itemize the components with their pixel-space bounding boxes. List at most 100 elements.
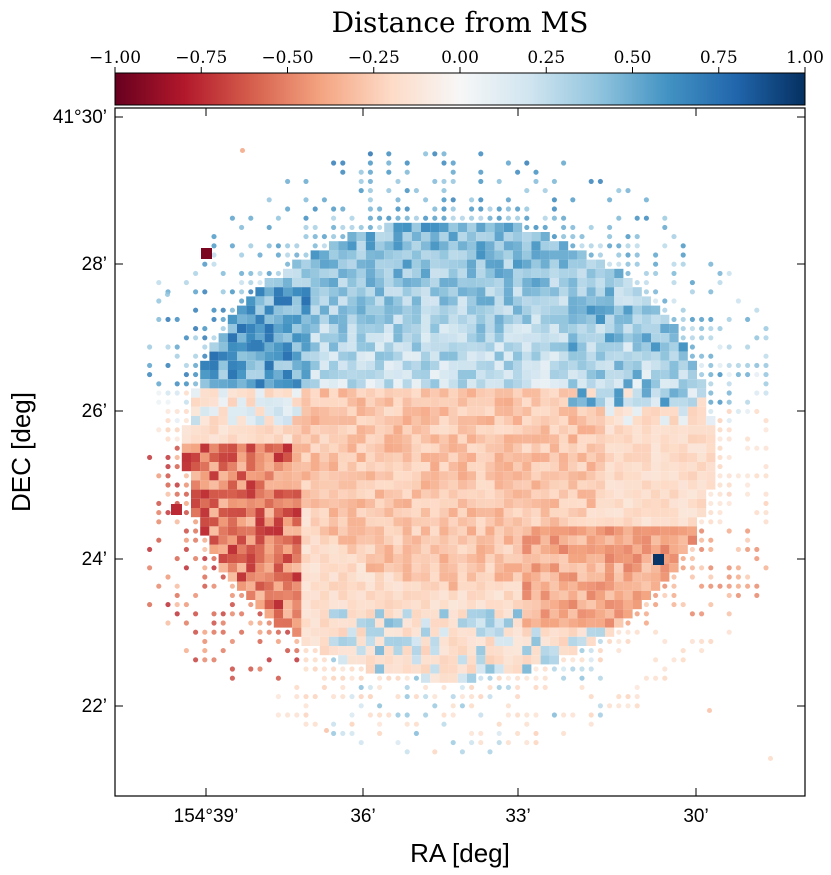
pixel	[310, 342, 320, 352]
pixel	[531, 600, 541, 610]
pixel	[329, 627, 339, 637]
pixel	[549, 443, 559, 453]
pixel	[522, 305, 532, 315]
pixel	[430, 498, 440, 508]
pixel-dot	[340, 675, 346, 681]
pixel	[356, 462, 366, 472]
pixel-dot	[202, 629, 208, 635]
pixel	[319, 471, 329, 481]
pixel	[457, 526, 467, 536]
pixel	[568, 434, 578, 444]
pixel	[513, 572, 523, 582]
pixel-dot	[331, 730, 337, 736]
pixel	[467, 370, 477, 380]
pixel	[641, 296, 651, 306]
pixel	[191, 489, 201, 499]
pixel	[641, 434, 651, 444]
pixel	[375, 434, 385, 444]
pixel	[439, 600, 449, 610]
pixel	[319, 360, 329, 370]
pixel-dot	[331, 224, 337, 230]
pixel-dot	[680, 316, 686, 322]
pixel	[568, 268, 578, 278]
pixel	[411, 397, 421, 407]
pixel	[375, 609, 385, 619]
pixel	[522, 517, 532, 527]
pixel	[467, 627, 477, 637]
pixel	[356, 535, 366, 545]
pixel	[329, 360, 339, 370]
pixel	[246, 379, 256, 389]
pixel	[494, 544, 504, 554]
pixel	[365, 250, 375, 260]
pixel	[430, 397, 440, 407]
pixel	[457, 563, 467, 573]
pixel	[365, 526, 375, 536]
pixel	[503, 581, 513, 591]
pixel	[595, 296, 605, 306]
pixel	[605, 618, 615, 628]
pixel	[264, 572, 274, 582]
pixel	[347, 379, 357, 389]
pixel	[283, 268, 293, 278]
pixel	[476, 563, 486, 573]
pixel	[347, 250, 357, 260]
pixel	[531, 646, 541, 656]
pixel	[338, 554, 348, 564]
pixel	[264, 462, 274, 472]
pixel-dot	[616, 215, 622, 221]
pixel	[356, 590, 366, 600]
pixel	[632, 489, 642, 499]
pixel	[310, 535, 320, 545]
pixel	[365, 443, 375, 453]
pixel-dot	[597, 243, 603, 249]
pixel	[283, 600, 293, 610]
pixel	[209, 434, 219, 444]
pixel	[273, 535, 283, 545]
pixel	[301, 333, 311, 343]
pixel	[448, 425, 458, 435]
pixel	[614, 342, 624, 352]
pixel-dot	[478, 675, 484, 681]
pixel	[301, 287, 311, 297]
pixel	[411, 664, 421, 674]
pixel	[439, 333, 449, 343]
pixel	[264, 425, 274, 435]
pixel-dot	[643, 611, 649, 617]
pixel	[310, 618, 320, 628]
pixel	[384, 397, 394, 407]
pixel	[623, 287, 633, 297]
pixel	[430, 443, 440, 453]
pixel	[559, 406, 569, 416]
pixel	[393, 287, 403, 297]
pixel	[237, 370, 247, 380]
pixel	[227, 517, 237, 527]
pixel-dot	[432, 215, 438, 221]
pixel	[421, 416, 431, 426]
pixel	[365, 232, 375, 242]
pixel	[411, 480, 421, 490]
pixel	[439, 342, 449, 352]
pixel	[421, 278, 431, 288]
pixel	[237, 416, 247, 426]
pixel	[430, 406, 440, 416]
pixel	[319, 590, 329, 600]
pixel-dot	[726, 436, 732, 442]
pixel	[467, 526, 477, 536]
pixel	[660, 554, 670, 564]
pixel	[347, 259, 357, 269]
pixel	[531, 296, 541, 306]
pixel	[513, 655, 523, 665]
pixel-dot	[717, 270, 723, 276]
pixel-dot	[533, 684, 539, 690]
pixel-dot	[367, 694, 373, 700]
pixel	[651, 425, 661, 435]
pixel-dot	[708, 537, 714, 543]
pixel	[356, 333, 366, 343]
pixel-dot	[211, 316, 217, 322]
pixel	[522, 554, 532, 564]
pixel	[218, 388, 228, 398]
pixel-dot	[717, 445, 723, 451]
pixel-dot	[285, 712, 291, 718]
